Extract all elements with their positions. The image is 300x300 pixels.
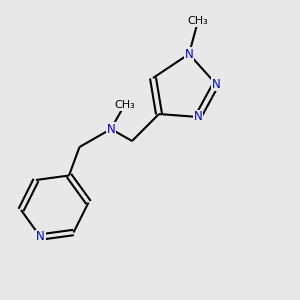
Text: N: N xyxy=(106,122,116,136)
Text: N: N xyxy=(36,230,45,244)
Text: N: N xyxy=(212,77,220,91)
Text: N: N xyxy=(194,110,202,124)
Text: N: N xyxy=(184,47,194,61)
Text: CH₃: CH₃ xyxy=(188,16,208,26)
Text: CH₃: CH₃ xyxy=(114,100,135,110)
